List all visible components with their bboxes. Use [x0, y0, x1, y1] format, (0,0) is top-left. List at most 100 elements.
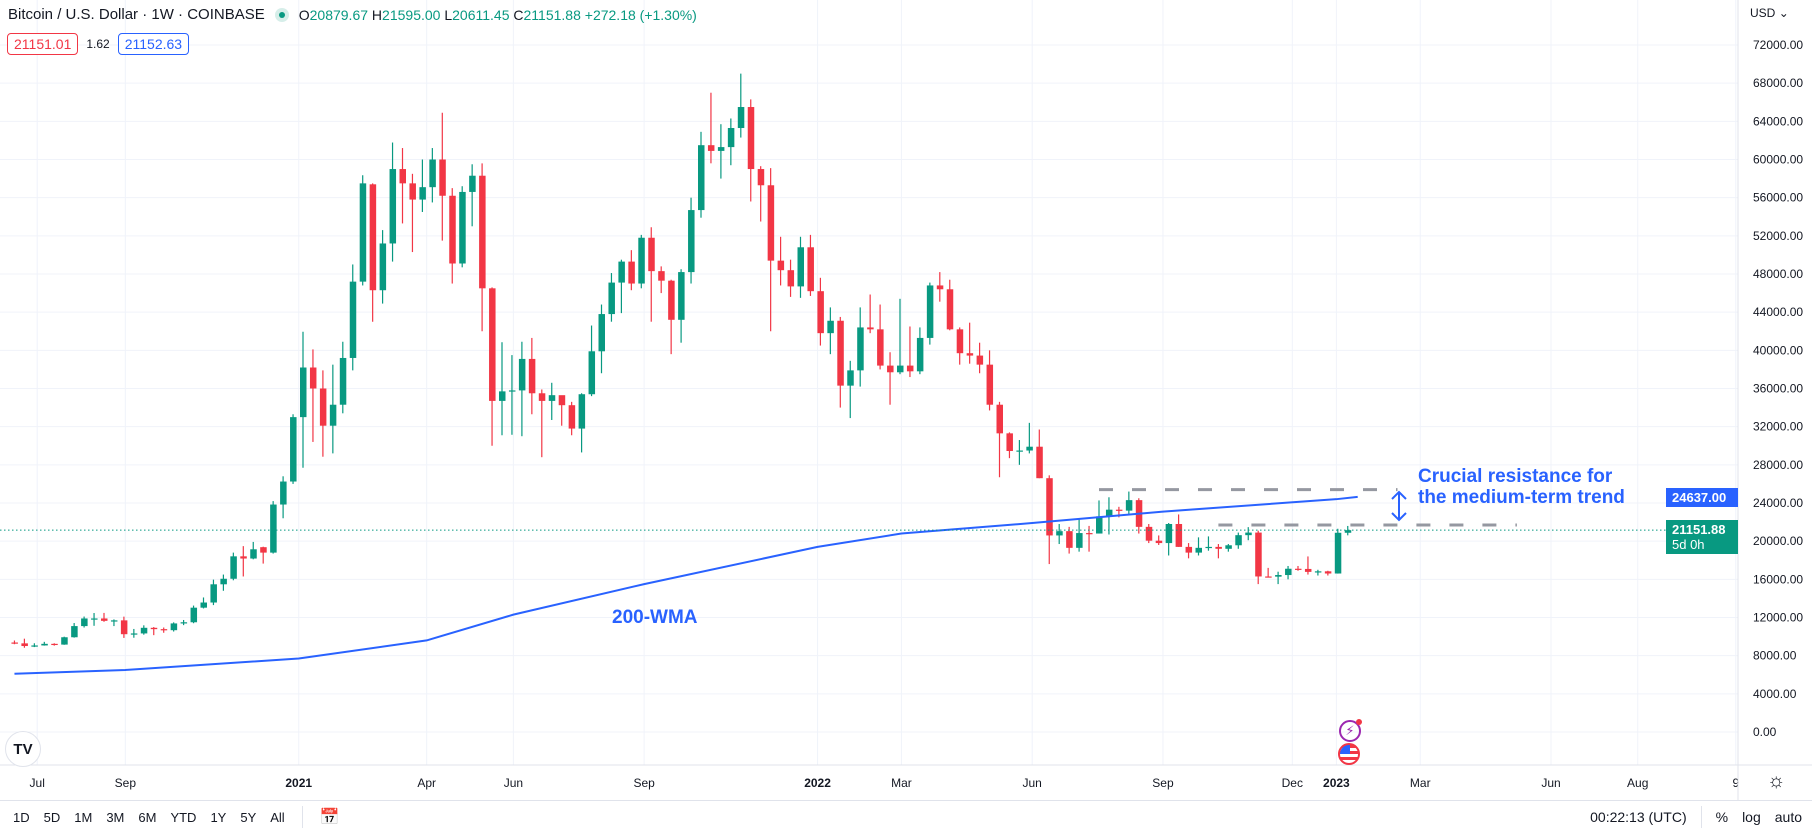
range-ytd[interactable]: YTD — [170, 809, 197, 825]
candle-body — [1036, 446, 1043, 479]
candle-body — [1046, 478, 1053, 536]
candle-body — [1324, 571, 1332, 574]
range-6m[interactable]: 6M — [138, 809, 157, 825]
candle-body — [688, 210, 695, 273]
time-tick-label: Jun — [1023, 776, 1042, 790]
candle-body — [717, 147, 725, 151]
time-tick-label: Apr — [417, 776, 436, 790]
candle-body — [1125, 500, 1133, 511]
candle-body — [110, 620, 118, 622]
candle-body — [1205, 546, 1212, 549]
auto-scale-toggle[interactable]: auto — [1774, 809, 1802, 825]
candle-body — [817, 291, 824, 334]
candle-body — [698, 145, 705, 211]
candle-body — [419, 187, 426, 200]
candle-body — [548, 395, 556, 401]
buy-button[interactable]: 21152.63 — [117, 33, 190, 55]
candle-body — [379, 243, 387, 291]
candle-body — [707, 145, 715, 151]
price-tick-label: 12000.00 — [1753, 611, 1803, 625]
candle-body — [827, 320, 834, 334]
candle-body — [797, 247, 804, 287]
candle-body — [1225, 545, 1232, 549]
market-status-icon — [274, 7, 289, 22]
candle-body — [150, 627, 158, 630]
candle-body — [290, 417, 297, 482]
sell-button[interactable]: 21151.01 — [7, 33, 79, 55]
candle-body — [807, 247, 814, 292]
candle-body — [996, 404, 1003, 434]
range-1y[interactable]: 1Y — [210, 809, 227, 825]
candle-body — [956, 329, 964, 354]
candle-body — [887, 365, 894, 373]
candle-body — [1344, 530, 1352, 533]
wma-annotation[interactable]: 200-WMA — [612, 607, 698, 628]
candle-body — [538, 393, 546, 401]
candle-body — [1235, 535, 1242, 546]
candle-body — [508, 390, 516, 392]
bar-countdown: 5d 0h — [1672, 537, 1705, 552]
resistance-annotation[interactable]: Crucial resistance for the medium-term t… — [1418, 466, 1625, 508]
candle-body — [867, 327, 874, 330]
candle-body — [598, 314, 605, 352]
candle-body — [81, 618, 88, 627]
log-scale-toggle[interactable]: log — [1742, 809, 1761, 825]
candle-body — [329, 404, 337, 426]
candle-body — [1026, 446, 1033, 451]
candle-body — [767, 185, 775, 261]
candle-body — [1016, 450, 1023, 452]
us-flag-event-icon[interactable] — [1338, 743, 1360, 765]
candle-body — [71, 626, 78, 638]
candle-body — [568, 405, 576, 429]
candle-body — [847, 370, 854, 386]
double-arrow-icon — [1391, 490, 1407, 522]
candle-body — [608, 282, 615, 315]
candle-body — [648, 237, 655, 272]
price-tick-label: 24000.00 — [1753, 496, 1803, 510]
candle-body — [1245, 532, 1252, 536]
candle-body — [190, 607, 198, 623]
candle-body — [170, 623, 178, 631]
symbol-title[interactable]: Bitcoin / U.S. Dollar · 1W · COINBASE — [8, 6, 265, 23]
candle-body — [558, 395, 566, 406]
percent-scale-toggle[interactable]: % — [1715, 809, 1729, 825]
candle-body — [389, 169, 397, 244]
candle-body — [469, 175, 476, 192]
candle-body — [588, 351, 596, 395]
range-3m[interactable]: 3M — [106, 809, 125, 825]
candle-body — [200, 602, 207, 608]
divider — [1700, 806, 1702, 828]
tradingview-logo[interactable]: TV — [5, 731, 41, 767]
candle-body — [101, 618, 108, 621]
candle-body — [1086, 533, 1093, 535]
wma-200-line — [14, 495, 1358, 675]
clock-time[interactable]: 00:22:13 (UTC) — [1590, 809, 1687, 825]
candle-body — [319, 388, 327, 426]
range-5d[interactable]: 5D — [43, 809, 61, 825]
candle-body — [449, 195, 456, 264]
trade-buttons: 21151.01 1.62 21152.63 — [7, 33, 190, 55]
range-1m[interactable]: 1M — [74, 809, 93, 825]
candle-body — [1056, 531, 1063, 536]
candle-body — [409, 183, 416, 200]
candle-body — [140, 627, 148, 634]
settings-gear-icon[interactable]: ☼ — [1767, 770, 1786, 792]
candle-body — [1265, 576, 1272, 578]
spread-value: 1.62 — [86, 37, 110, 51]
currency-dropdown[interactable]: USD ⌄ — [1750, 6, 1789, 20]
price-chart[interactable]: 72000.00 68000.00 64000.00 60000.00 56000.00… — [0, 0, 1812, 800]
candle-body — [926, 285, 934, 338]
range-5y[interactable]: 5Y — [240, 809, 257, 825]
candle-body — [837, 320, 844, 386]
candle-body — [120, 620, 128, 635]
candle-body — [21, 643, 28, 647]
range-1d[interactable]: 1D — [13, 809, 30, 825]
candle-body — [1115, 509, 1123, 511]
candle-body — [946, 289, 954, 330]
go-to-date-calendar-icon[interactable]: 📅 — [319, 809, 340, 826]
range-all[interactable]: All — [270, 809, 285, 825]
candle-body — [976, 355, 984, 365]
price-tick-label: 32000.00 — [1753, 420, 1803, 434]
lightning-event-icon[interactable]: ⚡ — [1339, 719, 1362, 742]
candle-body — [518, 358, 526, 391]
